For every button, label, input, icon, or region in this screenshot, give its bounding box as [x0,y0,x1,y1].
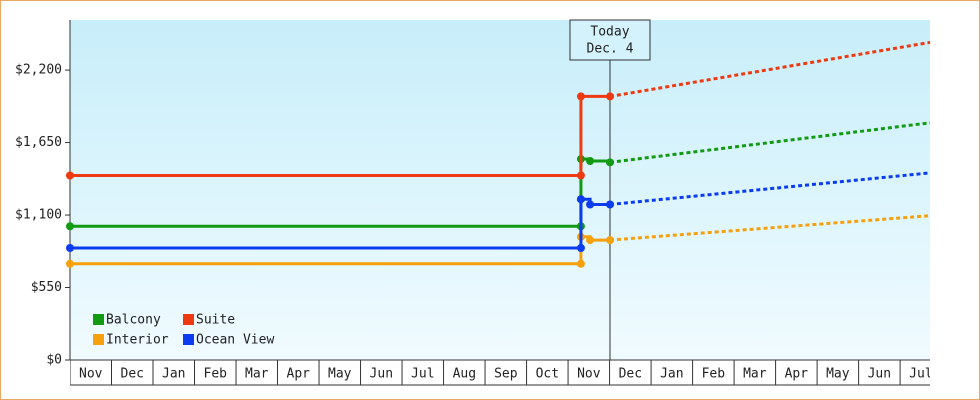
x-tick-label: Mar [245,367,269,382]
price-point [605,92,614,101]
x-tick-label: Jan [162,367,185,382]
price-point [586,157,595,166]
y-tick-label: $1,100 [15,208,62,223]
y-tick-label: $2,200 [15,63,62,78]
x-tick-label: Aug [453,367,476,382]
x-tick-label: Jan [660,367,683,382]
legend-label: Balcony [106,313,161,328]
price-line [70,94,610,178]
x-tick-label: Feb [702,367,726,382]
price-point [66,259,74,268]
price-point [586,200,595,209]
x-tick-label: Nov [79,367,103,382]
x-tick-label: Jul [909,367,932,382]
projection-line [609,40,931,98]
today-box [569,19,651,61]
y-tick-label: $1,650 [15,135,62,150]
price-point [576,92,585,101]
price-point [605,200,614,209]
price-point [605,236,614,245]
price-point [586,236,595,245]
price-point [605,158,614,167]
projection-line [609,121,931,164]
y-tick-label: $550 [31,280,62,295]
x-tick-label: Mar [743,367,767,382]
legend-label: Ocean View [196,333,274,348]
today-label: Dec. 4 [587,42,634,57]
price-point [66,222,74,231]
legend-swatch [183,334,194,345]
x-tick-label: Apr [785,367,809,382]
legend-swatch [183,314,194,325]
legend-label: Interior [106,333,169,348]
projection-line [609,214,931,242]
x-tick-label: Jun [868,367,891,382]
x-tick-label: May [826,367,850,382]
price-point [576,259,585,268]
projection-line [609,171,931,206]
price-point [576,171,585,180]
price-point [66,171,74,180]
x-tick-label: Apr [287,367,311,382]
x-tick-label: Oct [536,367,559,382]
x-tick-label: Jun [370,367,393,382]
legend-label: Suite [196,313,235,328]
price-point [576,195,585,204]
x-tick-label: Sep [494,367,518,382]
x-tick-label: May [328,367,352,382]
legend-swatch [93,314,104,325]
legend-swatch [93,334,104,345]
x-tick-label: Nov [577,367,601,382]
x-tick-label: Dec [121,367,144,382]
price-point [576,243,585,252]
x-tick-label: Dec [619,367,642,382]
today-label: Today [590,25,629,40]
x-axis: Nov Dec Jan Feb Mar Apr May Jun Jul Aug Sep Oct Nov D… [70,360,932,385]
plot-area [70,20,930,360]
price-point [66,243,74,252]
x-tick-label: Feb [204,367,228,382]
y-tick-label: $0 [46,353,62,368]
x-tick-label: Jul [411,367,434,382]
